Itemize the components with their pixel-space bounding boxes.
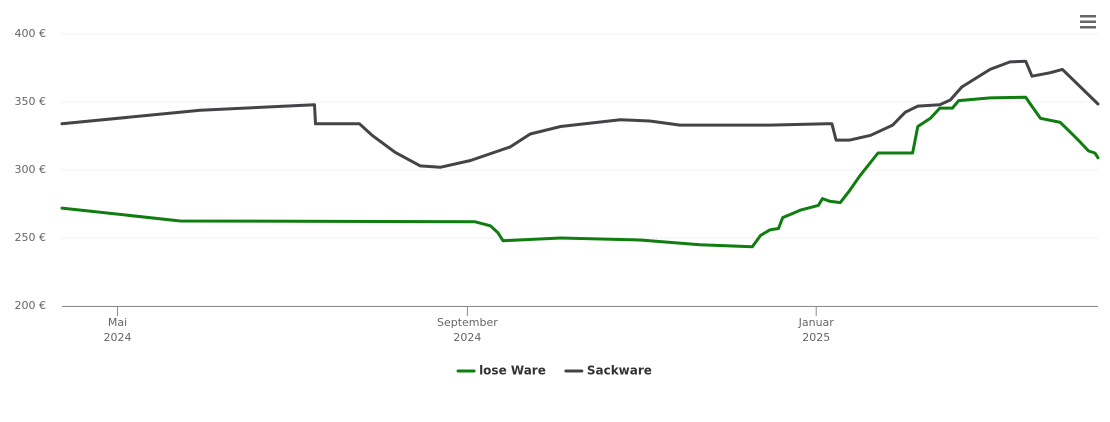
y-tick-label: 400 € bbox=[15, 27, 47, 40]
x-tick-label: 2024 bbox=[453, 331, 481, 344]
series-line bbox=[60, 59, 1100, 169]
legend-label: lose Ware bbox=[479, 364, 546, 378]
menu-bar bbox=[1080, 15, 1096, 18]
legend-item[interactable]: Sackware bbox=[564, 364, 652, 378]
x-tick-label: 2025 bbox=[802, 331, 830, 344]
series-line bbox=[60, 95, 1100, 249]
y-tick-label: 200 € bbox=[15, 299, 47, 312]
menu-icon[interactable] bbox=[1080, 15, 1096, 29]
x-tick-label: September bbox=[437, 316, 498, 329]
menu-bar bbox=[1080, 26, 1096, 29]
legend: lose Ware Sackware bbox=[456, 364, 652, 378]
x-tick-label: Januar bbox=[798, 316, 835, 329]
menu-bar bbox=[1080, 20, 1096, 23]
x-tick-label: Mai bbox=[108, 316, 127, 329]
legend-label: Sackware bbox=[587, 364, 652, 378]
legend-item[interactable]: lose Ware bbox=[456, 364, 546, 378]
y-tick-label: 300 € bbox=[15, 163, 47, 176]
y-tick-label: 250 € bbox=[15, 231, 47, 244]
y-tick-label: 350 € bbox=[15, 95, 47, 108]
x-tick-label: 2024 bbox=[104, 331, 132, 344]
